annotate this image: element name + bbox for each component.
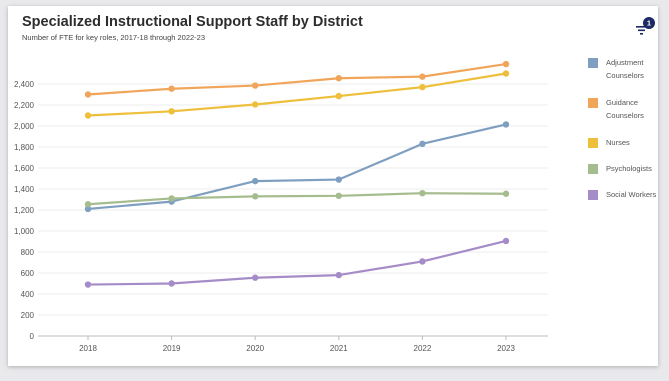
series-line-nurses	[87, 72, 507, 117]
data-point-nurses	[168, 108, 175, 115]
data-point-psychologists	[502, 190, 510, 197]
data-point-psychologists	[419, 190, 426, 197]
legend-label: Social Workers	[606, 190, 657, 199]
y-tick-label: 800	[21, 248, 35, 257]
legend-swatch	[588, 190, 598, 200]
data-point-psychologists	[252, 193, 259, 200]
legend-item-social-workers[interactable]: Social Workers	[588, 188, 662, 201]
data-point-psychologists	[335, 192, 342, 200]
y-tick-label: 600	[21, 269, 35, 278]
x-tick-label: 2019	[163, 344, 181, 353]
filter-badge	[643, 17, 655, 29]
legend-swatch	[588, 164, 598, 174]
filter-button[interactable]: 1	[634, 16, 656, 38]
data-point-guidance-counselors	[168, 85, 175, 92]
legend-label: Adjustment Counselors	[606, 58, 644, 80]
legend-item-nurses[interactable]: Nurses	[588, 136, 662, 149]
data-point-adjustment-counselors	[419, 140, 426, 148]
chart-title: Specialized Instructional Support Staff …	[22, 14, 363, 30]
legend-swatch	[588, 58, 598, 68]
legend-label: Psychologists	[606, 164, 652, 173]
legend-item-psychologists[interactable]: Psychologists	[588, 162, 662, 175]
y-tick-label: 2,000	[14, 122, 35, 131]
chart-subtitle: Number of FTE for key roles, 2017-18 thr…	[22, 33, 206, 42]
x-tick-label: 2020	[246, 344, 264, 353]
y-tick-label: 400	[21, 290, 35, 299]
series-line-psychologists	[87, 192, 507, 206]
series-line-adjustment-counselors	[87, 123, 507, 211]
data-point-nurses	[419, 83, 426, 91]
filter-badge-count: 1	[647, 19, 651, 28]
data-point-social-workers	[252, 274, 259, 281]
data-point-adjustment-counselors	[335, 176, 342, 183]
data-point-nurses	[252, 101, 259, 108]
x-tick-label: 2022	[414, 344, 432, 353]
data-point-guidance-counselors	[335, 75, 342, 82]
series-line-guidance-counselors	[87, 62, 507, 96]
data-point-social-workers	[419, 258, 426, 265]
legend-item-adjustment-counselors[interactable]: Adjustment Counselors	[588, 56, 662, 82]
y-tick-label: 200	[21, 311, 35, 320]
legend-item-guidance-counselors[interactable]: Guidance Counselors	[588, 96, 662, 122]
legend-swatch	[588, 98, 598, 108]
data-point-social-workers	[502, 237, 510, 245]
y-tick-label: 1,800	[14, 143, 35, 152]
data-point-social-workers	[168, 280, 175, 287]
filter-icon: 1	[636, 17, 655, 35]
data-point-adjustment-counselors	[502, 121, 510, 128]
y-tick-label: 2,200	[14, 101, 35, 110]
data-point-guidance-counselors	[502, 60, 510, 68]
data-point-nurses	[84, 112, 92, 119]
data-point-nurses	[335, 92, 342, 100]
data-point-guidance-counselors	[252, 82, 259, 89]
legend-swatch	[588, 138, 598, 148]
data-point-guidance-counselors	[419, 73, 426, 80]
x-tick-label: 2023	[497, 344, 515, 353]
y-tick-label: 1,400	[14, 185, 35, 194]
y-tick-label: 1,200	[14, 206, 35, 215]
data-point-psychologists	[168, 195, 175, 202]
data-point-adjustment-counselors	[84, 205, 92, 213]
x-tick-label: 2021	[330, 344, 348, 353]
x-tick-label: 2018	[79, 344, 97, 353]
data-point-social-workers	[335, 271, 342, 279]
data-point-psychologists	[84, 201, 92, 208]
data-point-guidance-counselors	[84, 91, 92, 98]
y-tick-label: 0	[30, 332, 35, 341]
data-point-nurses	[502, 70, 510, 77]
legend-label: Nurses	[606, 138, 630, 147]
series-line-social-workers	[87, 239, 507, 286]
legend-label: Guidance Counselors	[606, 98, 644, 120]
data-point-social-workers	[84, 281, 92, 288]
chart-card: Specialized Instructional Support Staff …	[8, 6, 658, 366]
y-tick-label: 1,600	[14, 164, 35, 173]
y-tick-label: 1,000	[14, 227, 35, 236]
y-tick-label: 2,400	[14, 80, 35, 89]
line-chart: 0 200 400 600 800 1,000 1,200 1,400 1,600 1,800 2,…	[14, 60, 548, 353]
data-point-adjustment-counselors	[252, 177, 259, 185]
